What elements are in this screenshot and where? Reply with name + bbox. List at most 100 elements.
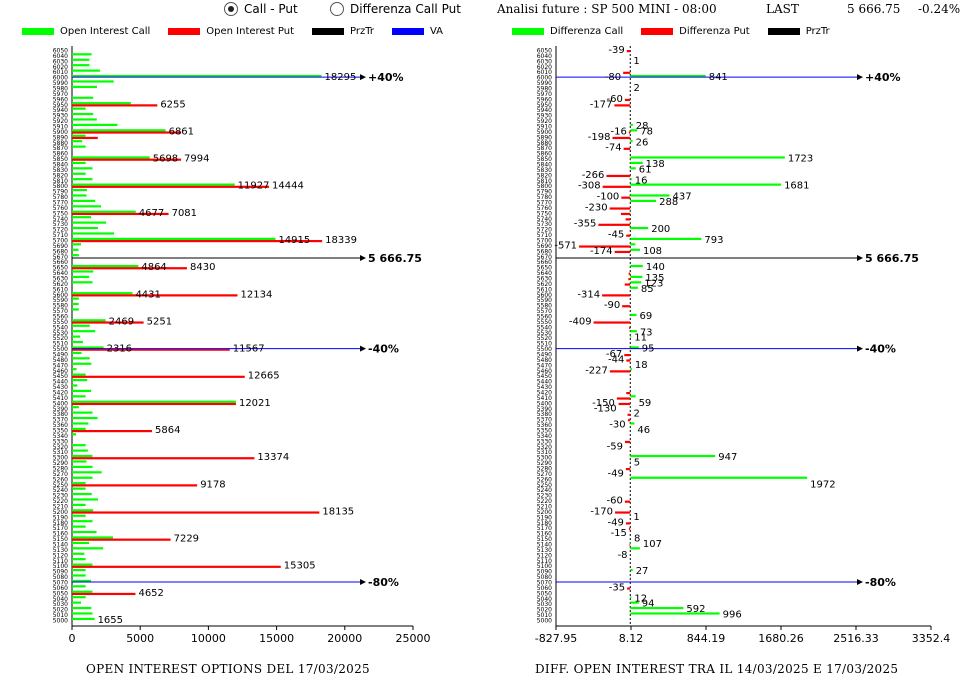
price-tick-label: 5670 [537, 254, 552, 261]
bar-call [72, 107, 86, 110]
legend-label: PrzTr [805, 26, 830, 37]
price-tick-label: 5470 [537, 362, 552, 369]
x-tick-label: 5000 [126, 632, 154, 645]
bar-call [72, 378, 88, 382]
value-label: 8430 [190, 262, 215, 273]
x-tick-label: 0 [69, 632, 76, 645]
price-tick-label: 5440 [537, 379, 552, 386]
price-tick-label: 5640 [537, 270, 552, 277]
price-tick-label: 5420 [537, 390, 552, 397]
price-tick-label: 5010 [537, 612, 552, 619]
radio-unselected-icon[interactable] [330, 2, 344, 16]
bar-put [628, 272, 631, 275]
price-tick-label: 5470 [53, 362, 68, 369]
bar-call [630, 183, 782, 186]
bar-call [72, 297, 79, 300]
price-tick-label: 5400 [53, 400, 68, 407]
price-tick-label: 5590 [537, 297, 552, 304]
price-tick-label: 5460 [53, 368, 68, 375]
price-tick-label: 5460 [537, 368, 552, 375]
bar-call [72, 167, 93, 170]
price-tick-label: 5800 [53, 183, 68, 190]
price-tick-label: 5560 [53, 314, 68, 321]
value-label: -60 [607, 94, 623, 105]
price-tick-label: 5250 [53, 482, 68, 489]
bar-call [630, 129, 638, 132]
left-oi-chart: 6050604060306020601060005990598059705960… [53, 46, 431, 645]
price-tick-label: 5490 [537, 352, 552, 359]
bar-call [72, 112, 94, 116]
price-tick-label: 5740 [53, 216, 68, 223]
price-tick-label: 5880 [537, 140, 552, 147]
radio-selected-icon[interactable] [224, 2, 238, 16]
price-tick-label: 5900 [53, 129, 68, 136]
bar-call [72, 525, 86, 528]
bar-call [630, 167, 636, 170]
price-tick-label: 5700 [53, 238, 68, 245]
price-tick-label: 5620 [53, 281, 68, 288]
price-tick-label: 5420 [53, 390, 68, 397]
radio-call-put[interactable]: Call - Put [224, 2, 298, 16]
bar-put [624, 354, 631, 357]
value-label: -35 [609, 582, 625, 593]
bar-put [72, 158, 182, 161]
value-label: 1 [633, 56, 639, 67]
x-tick-label: -827.95 [535, 632, 577, 645]
value-label: -39 [608, 45, 624, 56]
reference-label: +40% [865, 71, 901, 84]
price-tick-label: 5820 [537, 172, 552, 179]
value-label: -49 [608, 468, 624, 479]
price-tick-label: 5960 [53, 96, 68, 103]
price-tick-label: 5630 [53, 276, 68, 283]
price-tick-label: 5020 [53, 607, 68, 614]
price-tick-label: 5160 [537, 531, 552, 538]
value-label: 108 [643, 246, 662, 257]
plot-area: 6050604060306020601060005990598059705960… [53, 46, 431, 645]
value-label: 12021 [239, 398, 271, 409]
bar-call [72, 373, 86, 376]
legend-swatch-prztr [767, 28, 800, 35]
bar-call [72, 243, 82, 246]
value-label: 85 [641, 284, 654, 295]
radio-differenza-label: Differenza Call Put [350, 2, 461, 16]
value-label: -90 [604, 300, 620, 311]
bar-call [72, 140, 83, 143]
radio-differenza[interactable]: Differenza Call Put [330, 2, 461, 16]
price-tick-label: 5350 [53, 428, 68, 435]
value-label: 7081 [172, 208, 197, 219]
price-tick-label: 5540 [537, 324, 552, 331]
bar-put [72, 294, 238, 297]
price-tick-label: 5440 [53, 379, 68, 386]
price-tick-label: 5700 [537, 238, 552, 245]
left-caption: OPEN INTEREST OPTIONS DEL 17/03/2025 [86, 662, 370, 676]
price-tick-label: 5870 [53, 145, 68, 152]
value-label: 123 [644, 278, 663, 289]
price-tick-label: 5520 [53, 335, 68, 342]
price-tick-label: 5800 [537, 183, 552, 190]
bar-call [72, 232, 114, 235]
x-tick-label: 8.12 [619, 632, 644, 645]
x-tick-label: 1680.26 [758, 632, 804, 645]
bar-call [72, 69, 100, 72]
legend-swatch-put [641, 28, 674, 35]
bar-call [72, 427, 86, 430]
price-tick-label: 5040 [53, 596, 68, 603]
price-tick-label: 5170 [537, 525, 552, 532]
bar-put [72, 185, 270, 188]
bar-put [626, 234, 631, 237]
bar-call [630, 422, 635, 425]
bar-call [72, 476, 93, 479]
price-tick-label: 5980 [537, 86, 552, 93]
reference-arrow-icon [360, 255, 366, 262]
price-tick-label: 5160 [53, 531, 68, 538]
bar-put [627, 587, 631, 590]
bar-call [72, 74, 322, 78]
bar-put [615, 511, 631, 514]
bar-put [624, 440, 631, 444]
value-label: -177 [590, 99, 613, 110]
price-tick-label: 5780 [53, 194, 68, 201]
price-tick-label: 5680 [537, 248, 552, 255]
bar-call [72, 541, 90, 544]
price-tick-label: 5810 [537, 178, 552, 185]
bar-call [72, 416, 98, 420]
